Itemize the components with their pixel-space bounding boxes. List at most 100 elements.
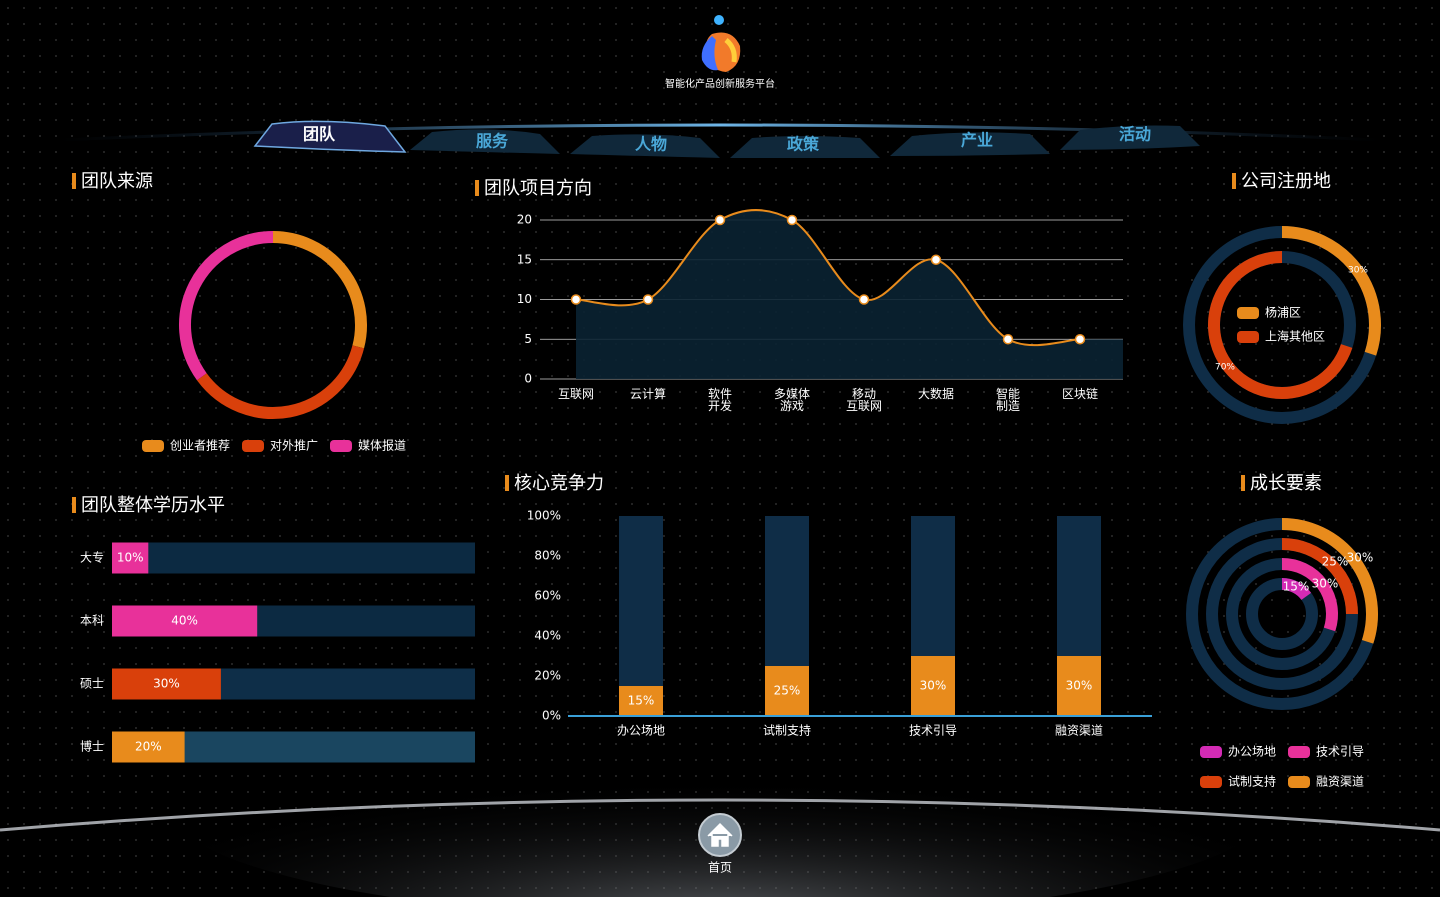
x-tick-label: 移动互联网 xyxy=(846,387,882,413)
x-tick-label: 软件开发 xyxy=(708,387,732,413)
home-label[interactable]: 首页 xyxy=(708,861,732,875)
bar xyxy=(112,668,221,700)
x-tick-label-line: 云计算 xyxy=(630,386,666,401)
x-tick-label-line: 大数据 xyxy=(918,386,954,401)
ring-value-label: 30% xyxy=(1312,577,1339,591)
bar-value-label: 30% xyxy=(920,679,947,693)
x-tick-label-line: 智能 xyxy=(996,386,1020,401)
legend-swatch xyxy=(1237,331,1259,343)
legend-label: 办公场地 xyxy=(1228,744,1276,759)
legend-label: 创业者推荐 xyxy=(170,439,230,453)
nav-tab[interactable] xyxy=(890,132,1050,156)
legend-swatch xyxy=(1288,746,1310,758)
bar xyxy=(765,666,809,716)
line-point xyxy=(714,214,726,226)
x-tick-label: 大数据 xyxy=(918,386,954,401)
ring-value-label: 70% xyxy=(1215,363,1235,373)
legend-swatch xyxy=(1237,307,1259,319)
panel-title: 团队项目方向 xyxy=(484,178,592,199)
title-bar xyxy=(72,497,76,513)
ring-arc xyxy=(1281,578,1312,601)
nav-tab-label[interactable]: 活动 xyxy=(1119,125,1151,144)
donut-segment xyxy=(196,345,365,419)
line-point xyxy=(1074,334,1086,345)
home-icon[interactable] xyxy=(698,813,742,857)
x-tick-label: 融资渠道 xyxy=(1055,724,1103,738)
bar xyxy=(112,605,258,637)
legend-label: 媒体报道 xyxy=(358,438,406,453)
bar xyxy=(112,731,185,763)
x-tick-label: 互联网 xyxy=(558,387,594,401)
x-tick-label-line: 多媒体 xyxy=(774,387,810,401)
y-tick-label: 20 xyxy=(517,213,532,227)
nav-tab-label[interactable]: 产业 xyxy=(961,131,993,150)
legend-label: 技术引导 xyxy=(1316,745,1364,759)
panel-title: 团队整体学历水平 xyxy=(81,495,225,516)
legend-swatch xyxy=(330,440,352,452)
x-tick-label: 区块链 xyxy=(1062,386,1098,401)
legend-swatch xyxy=(242,440,264,452)
ring-arc xyxy=(1281,558,1338,632)
x-tick-label-line: 移动 xyxy=(852,387,876,401)
y-tick-label: 80% xyxy=(534,549,561,563)
bar-value-label: 20% xyxy=(135,740,162,754)
x-tick-label-line: 互联网 xyxy=(846,399,882,413)
bar-value-label: 40% xyxy=(171,614,198,628)
x-tick-label-line: 互联网 xyxy=(558,387,594,401)
ring-value-label: 30% xyxy=(1347,551,1374,565)
nav-tab-active[interactable] xyxy=(253,120,407,153)
panel-title: 公司注册地 xyxy=(1241,171,1331,192)
y-tick-label: 5 xyxy=(524,332,532,346)
title-bar xyxy=(1241,475,1245,491)
nav-tab-label[interactable]: 政策 xyxy=(787,135,820,154)
legend-swatch xyxy=(1200,776,1222,788)
nav-tab-label[interactable]: 人物 xyxy=(635,135,667,154)
ring-arc xyxy=(1281,226,1381,356)
ring-value-label: 30% xyxy=(1348,266,1368,276)
title-bar xyxy=(1232,173,1236,189)
nav-tab-label[interactable]: 服务 xyxy=(476,132,509,151)
x-tick-label-line: 制造 xyxy=(996,399,1020,413)
title-bar xyxy=(505,475,509,491)
nav-tab-label[interactable]: 团队 xyxy=(303,125,336,144)
legend-label: 融资渠道 xyxy=(1316,775,1364,789)
nav-tabs: 团队 服务 人物 政策 产业 活动 xyxy=(253,120,1200,158)
panel-title: 成长要素 xyxy=(1250,473,1322,494)
x-tick-label: 智能制造 xyxy=(996,386,1020,413)
nav-tab[interactable] xyxy=(570,134,720,158)
nav-tab[interactable] xyxy=(1060,125,1200,151)
y-tick-label: 20% xyxy=(534,669,561,683)
panel-title: 团队来源 xyxy=(81,171,153,192)
legend-label: 杨浦区 xyxy=(1265,305,1301,320)
x-tick-label-line: 游戏 xyxy=(780,399,804,413)
bar xyxy=(1057,656,1101,716)
nav-tab[interactable] xyxy=(730,136,880,158)
legend-label: 上海其他区 xyxy=(1265,329,1325,344)
platform-title: 智能化产品创新服务平台 xyxy=(665,77,775,90)
bar-value-label: 10% xyxy=(117,551,144,565)
ring-arc xyxy=(1281,538,1358,615)
bar-value-label: 30% xyxy=(1066,679,1093,693)
y-tick-label: 0 xyxy=(524,372,532,386)
y-tick-label: 10 xyxy=(517,292,532,306)
legend-label: 对外推广 xyxy=(270,439,318,453)
bar-track xyxy=(619,516,663,716)
y-tick-label: 40% xyxy=(534,629,561,643)
nav-tab[interactable] xyxy=(410,129,560,154)
legend-swatch xyxy=(142,440,164,452)
bar-value-label: 25% xyxy=(774,684,801,698)
bar xyxy=(619,686,663,716)
x-tick-label: 云计算 xyxy=(630,386,666,401)
legend-swatch xyxy=(1200,746,1222,758)
line-point xyxy=(1002,334,1014,345)
line-point xyxy=(570,294,582,305)
ring-arc xyxy=(1281,518,1378,644)
donut-segment xyxy=(179,231,274,381)
donut-segment xyxy=(272,231,367,349)
home-button[interactable] xyxy=(698,813,742,857)
title-bar xyxy=(72,173,76,189)
ring-arc xyxy=(1208,251,1353,399)
line-point xyxy=(858,294,870,305)
title-bar xyxy=(475,180,479,196)
x-tick-label: 技术引导 xyxy=(909,724,957,738)
